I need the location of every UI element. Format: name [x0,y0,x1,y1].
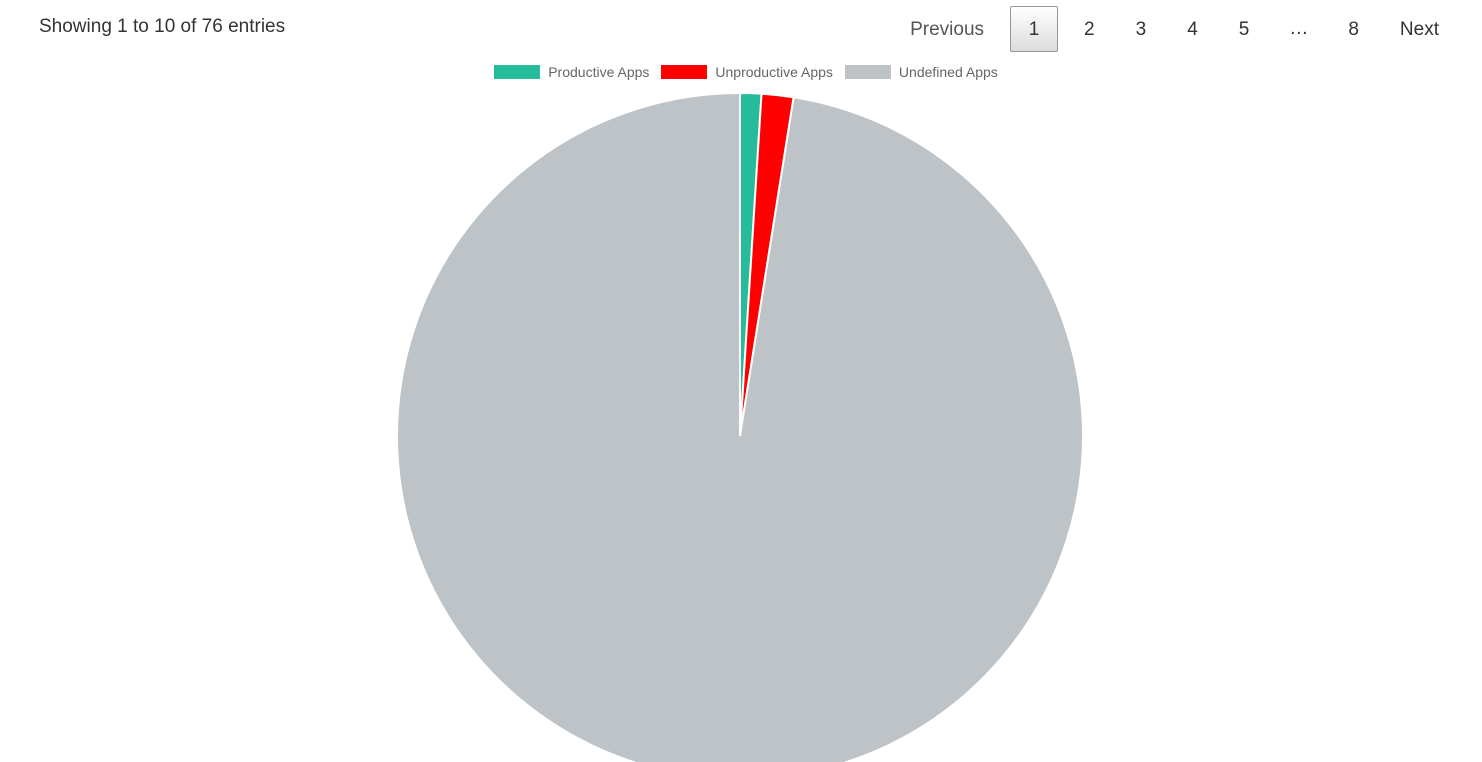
page-button-3[interactable]: 3 [1135,19,1147,40]
pie-chart: Productive Apps Unproductive Apps Undefi… [0,55,1482,762]
legend-item-undefined[interactable]: Undefined Apps [844,64,998,80]
legend-swatch-undefined [844,65,891,79]
page-button-2[interactable]: 2 [1084,19,1095,40]
pie-chart-svg [396,91,1084,762]
legend-swatch-productive [494,65,541,79]
page-button-8[interactable]: 8 [1348,19,1359,40]
pagination-ellipsis: … [1289,18,1309,39]
legend-item-unproductive[interactable]: Unproductive Apps [661,64,833,80]
pie-slice-undefined[interactable] [396,91,1084,762]
chart-legend: Productive Apps Unproductive Apps Undefi… [0,64,1482,80]
legend-label-productive: Productive Apps [548,64,650,80]
legend-item-productive[interactable]: Productive Apps [494,64,649,80]
legend-label-unproductive: Unproductive Apps [715,64,833,80]
legend-label-undefined: Undefined Apps [898,64,998,80]
legend-swatch-unproductive [661,65,708,79]
table-info: Showing 1 to 10 of 76 entries [39,16,286,37]
previous-button[interactable]: Previous [910,19,985,40]
next-button[interactable]: Next [1399,19,1439,40]
page-button-5[interactable]: 5 [1238,19,1250,40]
page-button-4[interactable]: 4 [1187,19,1198,40]
pagination: Previous 1 2 3 4 5 … 8 Next [895,5,1454,53]
page-button-1[interactable]: 1 [1010,6,1059,52]
